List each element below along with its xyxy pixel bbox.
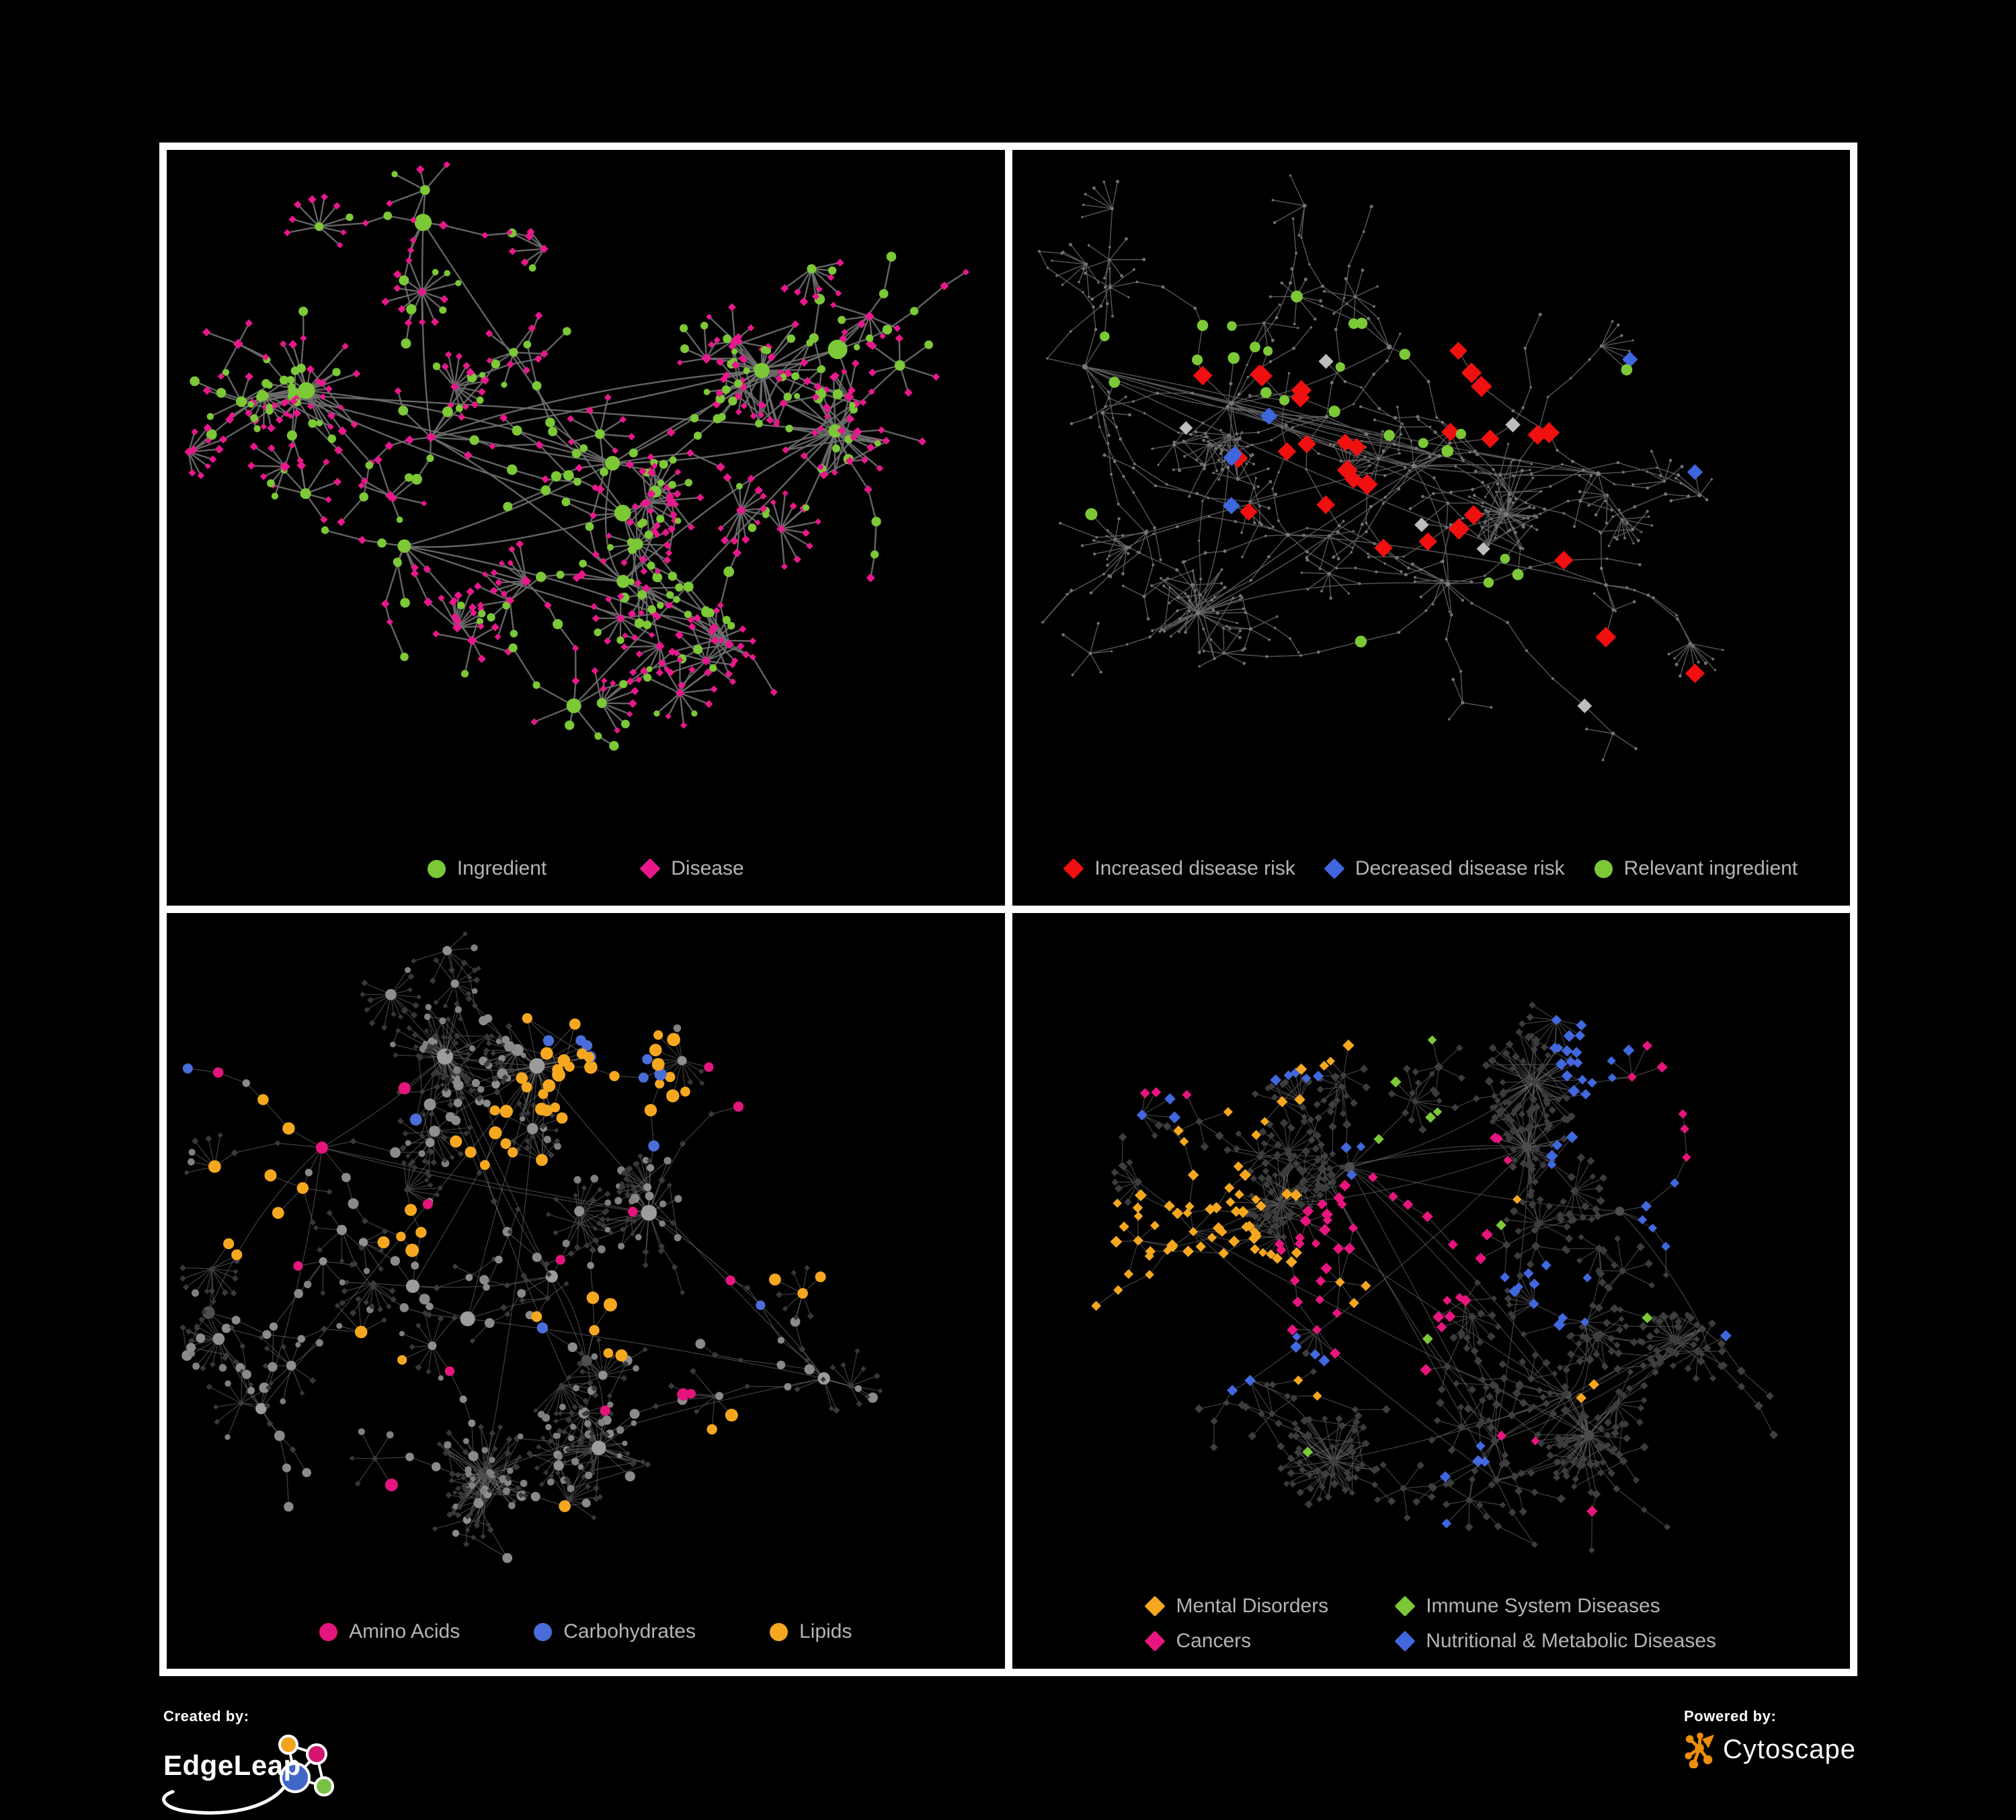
legend-label: Immune System Diseases [1426,1595,1660,1617]
legend-item-carbohydrates: Carbohydrates [534,1620,696,1643]
legend-item-nutritional-metabolic-diseases: Nutritional & Metabolic Diseases [1394,1630,1717,1653]
legend-item-lipids: Lipids [769,1620,852,1643]
panel-ingredient-disease: Ingredient Disease [167,150,1005,906]
graph-overlay-nodes [182,1013,826,1513]
legend-label: Cancers [1176,1630,1252,1652]
legend-label: Lipids [799,1620,852,1643]
created-by-label: Created by: [163,1708,249,1725]
legend-marker-diamond-immune-system-diseases [1394,1595,1416,1617]
edgeleap-lockup: EdgeLeap [162,1733,513,1815]
legend-item-amino-acids: Amino Acids [319,1620,460,1643]
network-graph-macronutrients [179,931,883,1563]
legend-marker-circle-lipids [769,1622,788,1641]
panel-grid: Ingredient Disease Increased disease risk… [159,143,1857,1676]
legend-label: Increased disease risk [1094,857,1295,879]
legend-label: Carbohydrates [563,1620,696,1643]
legend-label: Mental Disorders [1176,1595,1329,1617]
panel-disease-categories: Mental Disorders Immune System Diseases Ca… [1012,913,1851,1669]
legend-item-relevant-ingredient: Relevant ingredient [1594,857,1798,880]
legend-marker-diamond-increased-disease-risk [1063,858,1084,879]
legend-marker-diamond-decreased-disease-risk [1324,858,1345,879]
legend-marker-diamond-cancers [1144,1630,1166,1652]
legend-label: Nutritional & Metabolic Diseases [1426,1630,1717,1652]
powered-by-label: Powered by: [1684,1708,1777,1725]
legend-marker-circle-relevant-ingredient [1594,859,1613,878]
legend-item-mental-disorders: Mental Disorders [1144,1595,1329,1618]
graph-edges [1038,175,1723,760]
network-graph-ingredient-disease [184,161,969,751]
legend-macronutrients: Amino Acids Carbohydrates Lipids [167,1620,1005,1643]
legend-marker-diamond-nutritional-metabolic-diseases [1394,1630,1416,1652]
panel-macronutrient-classes: Amino Acids Carbohydrates Lipids [167,913,1005,1669]
cytoscape-lockup: Cytoscape [1684,1731,1856,1768]
panel-disease-risk: Increased disease risk Decreased disease … [1012,150,1851,906]
network-graph-disease-risk [1037,174,1724,762]
legend-marker-diamond-disease [639,858,661,879]
legend-ingredient-disease: Ingredient Disease [167,857,1005,880]
legend-item-disease: Disease [639,857,744,880]
legend-item-increased-disease-risk: Increased disease risk [1063,857,1295,880]
legend-marker-circle-carbohydrates [534,1622,553,1641]
cytoscape-logo-icon [1685,1733,1715,1768]
legend-label: Amino Acids [349,1620,460,1643]
legend-label: Relevant ingredient [1623,857,1798,879]
graph-overlay-nodes [1084,290,1705,713]
graph-nodes [1037,174,1724,762]
graph-nodes [179,931,883,1563]
legend-item-immune-system-diseases: Immune System Diseases [1394,1595,1716,1618]
legend-disease-categories: Mental Disorders Immune System Diseases Ca… [1012,1595,1851,1653]
legend-label: Disease [671,857,744,879]
powered-by-block: Powered by: Cytoscape [1684,1708,1856,1768]
legend-marker-circle-amino-acids [319,1622,338,1641]
graph-edges [1095,1004,1774,1550]
legend-item-decreased-disease-risk: Decreased disease risk [1324,857,1565,880]
edgeleap-logo-icon [162,1735,334,1815]
created-by-block: Created by: EdgeLeap [162,1708,513,1815]
network-graph-disease-categories [1090,1001,1778,1554]
cytoscape-wordmark: Cytoscape [1723,1734,1856,1764]
graph-nodes [1110,1001,1778,1554]
legend-disease-risk: Increased disease risk Decreased disease … [1012,857,1851,880]
edgeleap-wordmark: EdgeLeap [163,1749,301,1781]
legend-marker-circle-ingredient [427,859,446,878]
legend-item-ingredient: Ingredient [427,857,547,880]
graph-nodes [184,161,969,751]
legend-marker-diamond-mental-disorders [1144,1595,1166,1617]
legend-item-cancers: Cancers [1144,1630,1328,1653]
legend-label: Decreased disease risk [1355,857,1565,879]
legend-label: Ingredient [456,857,547,879]
